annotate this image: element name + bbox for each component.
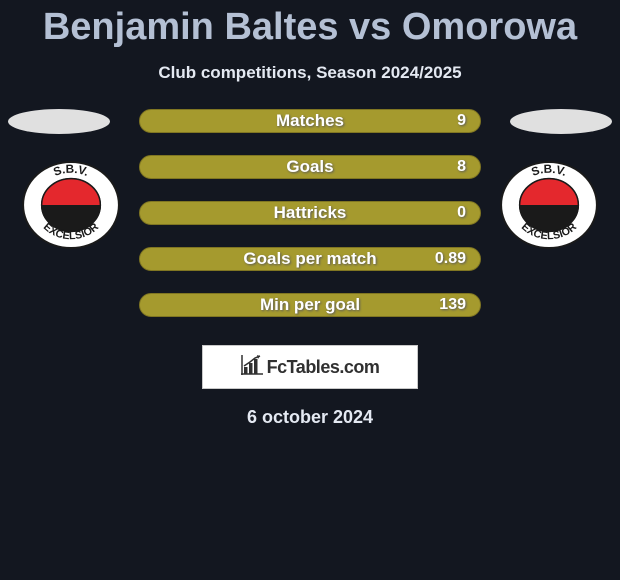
stat-row: Hattricks 0 <box>139 201 481 225</box>
stat-label: Matches <box>276 111 344 131</box>
stat-value: 9 <box>457 112 466 130</box>
stat-row: Matches 9 <box>139 109 481 133</box>
club-badge-right: S.B.V. EXCELSIOR <box>500 161 598 249</box>
logo-text: FcTables.com <box>267 357 380 378</box>
chart-icon <box>241 355 263 380</box>
player-disc-left <box>8 109 110 134</box>
season-subtitle: Club competitions, Season 2024/2025 <box>0 63 620 83</box>
comparison-area: S.B.V. EXCELSIOR S.B.V. EXCELSIOR Matche… <box>0 109 620 317</box>
stat-row: Goals per match 0.89 <box>139 247 481 271</box>
snapshot-date: 6 october 2024 <box>0 407 620 428</box>
stat-label: Goals <box>286 157 333 177</box>
stat-value: 0.89 <box>435 250 466 268</box>
stat-row: Min per goal 139 <box>139 293 481 317</box>
stats-list: Matches 9 Goals 8 Hattricks 0 Goals per match 0… <box>139 109 481 317</box>
player-disc-right <box>510 109 612 134</box>
fctables-logo: FcTables.com <box>202 345 418 389</box>
stat-value: 139 <box>439 296 466 314</box>
stat-value: 8 <box>457 158 466 176</box>
stat-value: 0 <box>457 204 466 222</box>
club-badge-left: S.B.V. EXCELSIOR <box>22 161 120 249</box>
stat-label: Min per goal <box>260 295 360 315</box>
page-title: Benjamin Baltes vs Omorowa <box>0 0 620 49</box>
stat-row: Goals 8 <box>139 155 481 179</box>
stat-label: Goals per match <box>243 249 376 269</box>
stat-label: Hattricks <box>274 203 347 223</box>
